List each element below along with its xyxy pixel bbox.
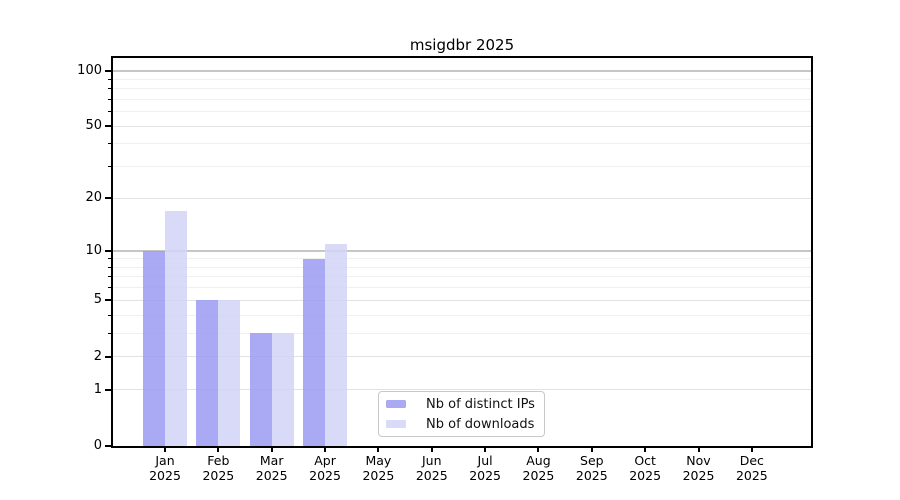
x-tick-label-nov: Nov 2025 — [682, 453, 715, 483]
bar-feb-distinct-ips — [196, 300, 219, 446]
gridline-y-3 — [113, 332, 811, 334]
y-tick-label-100: 100 — [77, 62, 102, 78]
x-tick-mark-nov — [697, 448, 700, 452]
x-tick-label-jun: Jun 2025 — [415, 453, 448, 483]
gridline-y-30 — [113, 166, 811, 168]
x-tick-mark-sep — [590, 448, 593, 452]
legend-item-downloads: Nb of downloads — [386, 416, 544, 433]
y-tick-label-2: 2 — [93, 348, 102, 364]
chart-title: msigdbr 2025 — [409, 36, 515, 54]
legend-label-distinct-ips: Nb of distinct IPs — [426, 396, 535, 412]
gridline-y-20 — [113, 197, 811, 199]
bar-apr-distinct-ips — [303, 258, 326, 446]
x-tick-label-may: May 2025 — [362, 453, 395, 483]
x-tick-mark-dec — [750, 448, 753, 452]
x-tick-mark-aug — [537, 448, 540, 452]
x-tick-label-dec: Dec 2025 — [735, 453, 768, 483]
bar-mar-downloads — [271, 333, 294, 446]
gridline-y-90 — [113, 78, 811, 80]
gridline-y-2 — [113, 356, 811, 358]
x-tick-mark-may — [377, 448, 380, 452]
bar-feb-downloads — [218, 300, 241, 446]
gridline-y-50 — [113, 125, 811, 127]
y-tick-label-1: 1 — [93, 381, 102, 397]
gridline-y-10 — [113, 249, 811, 252]
gridline-y-5 — [113, 299, 811, 301]
gridline-y-100 — [113, 69, 811, 72]
plot-area — [111, 56, 813, 448]
x-tick-label-aug: Aug 2025 — [522, 453, 555, 483]
x-tick-label-jan: Jan 2025 — [149, 453, 181, 483]
x-tick-label-oct: Oct 2025 — [629, 453, 662, 483]
gridline-y-7 — [113, 276, 811, 278]
x-tick-label-feb: Feb 2025 — [202, 453, 235, 483]
x-tick-mark-oct — [644, 448, 647, 452]
bar-mar-distinct-ips — [249, 333, 272, 446]
gridline-y-80 — [113, 88, 811, 90]
bar-jan-downloads — [165, 210, 187, 446]
x-tick-label-mar: Mar 2025 — [255, 453, 288, 483]
gridline-y-9 — [113, 258, 811, 260]
gridlines-layer — [113, 58, 811, 446]
x-tick-mark-jul — [484, 448, 487, 452]
y-tick-label-10: 10 — [85, 242, 102, 258]
gridline-y-8 — [113, 266, 811, 268]
x-tick-mark-mar — [270, 448, 273, 452]
legend-swatch-downloads-icon — [386, 420, 406, 428]
gridline-y-60 — [113, 111, 811, 113]
x-tick-mark-jan — [164, 448, 166, 452]
x-tick-mark-feb — [217, 448, 220, 452]
gridline-y-70 — [113, 98, 811, 100]
legend-label-downloads: Nb of downloads — [426, 416, 535, 432]
y-tick-label-50: 50 — [85, 118, 102, 134]
y-tick-label-0: 0 — [93, 438, 102, 453]
gridline-y-6 — [113, 287, 811, 289]
bar-jan-distinct-ips — [143, 250, 165, 446]
legend-swatch-distinct-ips-icon — [386, 400, 406, 408]
x-tick-label-sep: Sep 2025 — [575, 453, 608, 483]
gridline-y-1 — [113, 389, 811, 391]
legend: Nb of distinct IPs Nb of downloads — [378, 391, 545, 437]
x-tick-mark-apr — [324, 448, 327, 452]
x-tick-label-apr: Apr 2025 — [309, 453, 341, 483]
bars-layer — [113, 58, 811, 446]
x-tick-label-jul: Jul 2025 — [469, 453, 501, 483]
y-tick-label-20: 20 — [85, 190, 102, 206]
gridline-y-4 — [113, 314, 811, 316]
x-tick-mark-jun — [430, 448, 433, 452]
bar-apr-downloads — [325, 243, 348, 446]
legend-item-distinct-ips: Nb of distinct IPs — [386, 396, 544, 413]
gridline-y-40 — [113, 143, 811, 145]
y-tick-label-5: 5 — [93, 292, 102, 308]
